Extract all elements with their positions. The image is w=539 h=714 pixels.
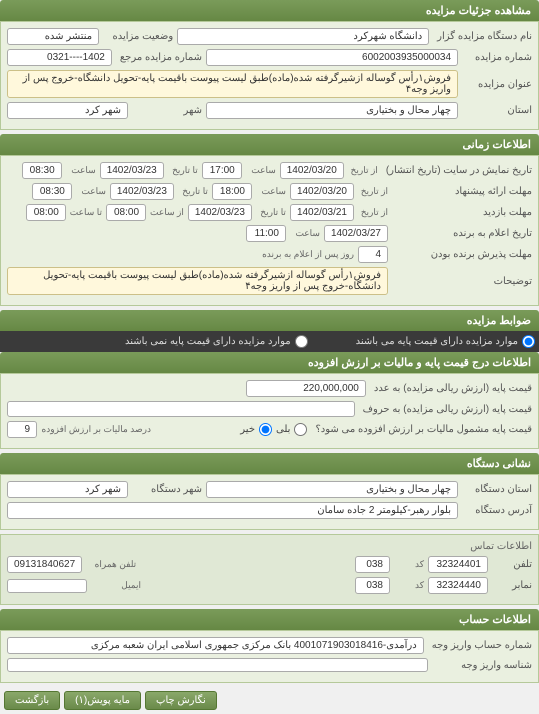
lbl-org-name: نام دستگاه مزایده گزار [433,31,532,42]
lbl-city: شهر [132,105,202,116]
fld-org-state: چهار محال و بختیاری [206,481,458,498]
fld-state: چهار محال و بختیاری [206,102,458,119]
lbl-contact-info: اطلاعات تماس [7,541,532,552]
fld-publish-to-time: 08:30 [22,162,62,179]
fld-city: شهر کرد [7,102,128,119]
fld-auction-no: 6002003935000034 [206,49,458,66]
fld-fax-code: 038 [355,577,390,594]
lbl-org-city: شهر دستگاه [132,484,202,495]
fld-bid-from-date: 1402/03/20 [290,183,354,200]
fld-vat-pct: 9 [7,421,37,438]
fld-acct: درآمدی-4001071903018416 بانک مرکزی جمهور… [7,637,424,654]
fld-desc: فروش۱رأس گوساله ازشیرگرفته شده(ماده)طبق … [7,267,388,295]
section-address-header: نشانی دستگاه [0,453,539,474]
lbl-base-num: قیمت پایه (ارزش ریالی مزایده) به عدد [370,383,532,394]
radio-has-base-price-input[interactable] [522,335,535,348]
lbl-visit-deadline: مهلت بازدید [392,207,532,218]
lbl-desc: توضیحات [392,276,532,287]
fld-shenase [7,658,428,672]
lbl-acct: شماره حساب واریز وجه [428,640,532,651]
fld-email [7,579,87,593]
fld-bid-to-time: 08:30 [32,183,72,200]
prev-button[interactable]: مایه پویش(۱) [64,691,141,710]
lbl-announce: تاریخ اعلام به برنده [392,228,532,239]
section-time-header: اطلاعات زمانی [0,134,539,155]
fld-announce-time: 11:00 [246,225,286,242]
section-price-header: اطلاعات درج قیمت پایه و مالیات بر ارزش ا… [0,352,539,373]
button-row: نگارش چاپ مایه پویش(۱) بازگشت [0,687,539,714]
section-contact-body: اطلاعات تماس تلفن 32324401 کد 038 تلفن ه… [0,534,539,605]
fld-org-addr: بلوار رهبر-کیلومتر 2 جاده سامان [7,502,458,519]
fld-accept-days: 4 [358,246,388,263]
lbl-from: از تاریخ [348,165,378,176]
lbl-title: عنوان مزایده [462,79,532,90]
fld-announce-date: 1402/03/27 [324,225,388,242]
fld-ref-no: 1402----0321 [7,49,112,66]
lbl-base-words: قیمت پایه (ارزش ریالی مزایده) به حروف [359,404,532,415]
lbl-vat-pct: درصد مالیات بر ارزش افزوده [41,424,151,435]
section-account-body: شماره حساب واریز وجه درآمدی-400107190301… [0,630,539,683]
lbl-shenase: شناسه واریز وجه [432,660,532,671]
fld-title: فروش۱رأس گوساله ازشیرگرفته شده(ماده)طبق … [7,70,458,98]
section-auction-details-header: مشاهده جزئیات مزایده [0,0,539,21]
fld-mobile: 09131840627 [7,556,82,573]
lbl-ref-no: شماره مزایده مرجع [116,52,202,63]
section-time-body: تاریخ نمایش در سایت (تاریخ انتشار) از تا… [0,155,539,306]
fld-bid-from-time: 18:00 [212,183,252,200]
fld-phone-code: 038 [355,556,390,573]
fld-visit-from-time: 08:00 [106,204,146,221]
fld-phone: 32324401 [428,556,488,573]
fld-base-num: 220,000,000 [246,380,366,397]
fld-visit-to-date: 1402/03/23 [188,204,252,221]
section-rules-body: موارد مزایده دارای قیمت پایه می باشند مو… [0,331,539,352]
lbl-phone: تلفن [492,559,532,570]
lbl-org-state: استان دستگاه [462,484,532,495]
lbl-accept: مهلت پذیرش برنده بودن [392,249,532,260]
fld-org-name: دانشگاه شهرکرد [177,28,429,45]
fld-visit-to-time: 08:00 [26,204,66,221]
section-price-body: قیمت پایه (ارزش ریالی مزایده) به عدد 220… [0,373,539,449]
radio-has-base-price[interactable]: موارد مزایده دارای قیمت پایه می باشند [356,335,535,348]
fld-publish-from-time: 17:00 [202,162,242,179]
section-account-header: اطلاعات حساب [0,609,539,630]
lbl-mobile: تلفن همراه [86,559,136,570]
lbl-to: تا تاریخ [168,165,198,176]
radio-no-base-price-input[interactable] [295,335,308,348]
fld-visit-from-date: 1402/03/21 [290,204,354,221]
lbl-email: ایمیل [91,580,141,591]
section-auction-details-body: نام دستگاه مزایده گزار دانشگاه شهرکرد وض… [0,21,539,130]
fld-fax: 32324440 [428,577,488,594]
lbl-org-addr: آدرس دستگاه [462,505,532,516]
fld-status: منتشر شده [7,28,99,45]
fld-org-city: شهر کرد [7,481,128,498]
radio-no-base-price[interactable]: موارد مزایده دارای قیمت پایه نمی باشند [125,335,308,348]
print-button[interactable]: نگارش چاپ [145,691,217,710]
lbl-time: ساعت [246,165,276,176]
fld-publish-to-date: 1402/03/23 [100,162,164,179]
section-address-body: استان دستگاه چهار محال و بختیاری شهر دست… [0,474,539,530]
lbl-auction-no: شماره مزایده [462,52,532,63]
lbl-status: وضعیت مزایده [103,31,173,42]
fld-base-words [7,401,355,417]
fld-publish-from-date: 1402/03/20 [280,162,344,179]
lbl-vat-q: قیمت پایه مشمول مالیات بر ارزش افزوده می… [311,424,532,435]
lbl-publish-date: تاریخ نمایش در سایت (تاریخ انتشار) [382,165,532,176]
lbl-state: استان [462,105,532,116]
lbl-fax: نمابر [492,580,532,591]
back-button[interactable]: بازگشت [4,691,60,710]
lbl-bid-deadline: مهلت ارائه پیشنهاد [392,186,532,197]
lbl-time2: ساعت [66,165,96,176]
radio-vat-yes[interactable]: بلی [276,423,307,436]
section-rules-header: ضوابط مزایده [0,310,539,331]
radio-vat-no[interactable]: خیر [240,423,272,436]
fld-bid-to-date: 1402/03/23 [110,183,174,200]
